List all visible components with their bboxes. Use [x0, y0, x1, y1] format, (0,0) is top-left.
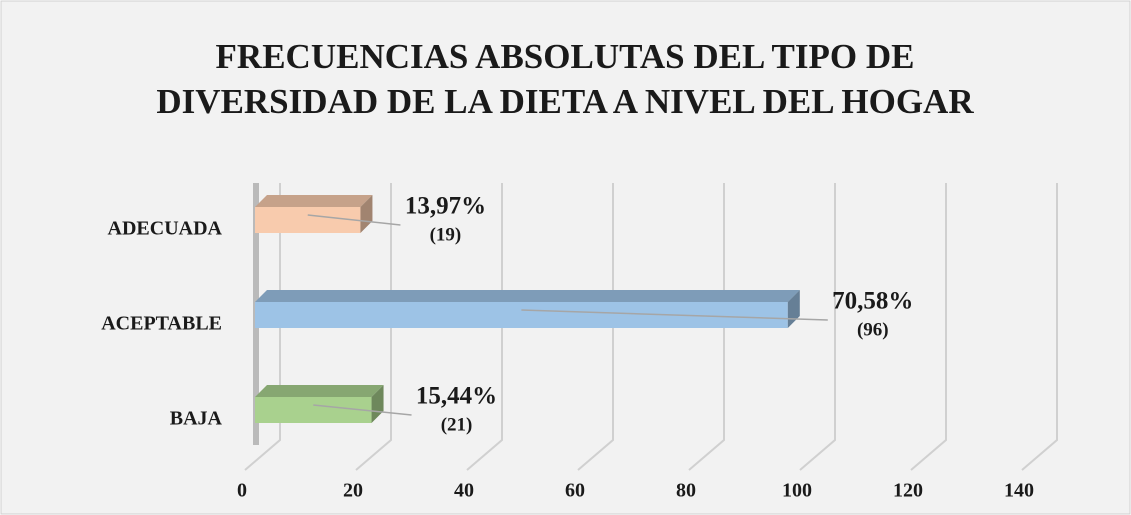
chart-title: FRECUENCIAS ABSOLUTAS DEL TIPO DE DIVERSI… [156, 37, 974, 121]
y-tick-label: BAJA [170, 408, 223, 430]
grid-line [1021, 183, 1058, 471]
leader-line [313, 404, 412, 416]
x-tick-label: 140 [1004, 480, 1034, 502]
y-tick-label: ADECUADA [108, 218, 223, 240]
grid-line [577, 183, 614, 471]
leader-line [307, 214, 401, 226]
bar [255, 207, 361, 233]
grid-line [466, 183, 503, 471]
x-tick-label: 40 [454, 480, 474, 502]
x-tick-label: 80 [676, 480, 696, 502]
data-label-percent: 13,97% [405, 193, 486, 220]
grid-line [799, 183, 836, 471]
grid-line [910, 183, 947, 471]
x-tick-label: 0 [237, 480, 247, 502]
data-label: (21) [441, 414, 473, 435]
bar-side [360, 195, 373, 233]
bar-top [255, 290, 800, 302]
y-tick-label: ACEPTABLE [101, 313, 222, 335]
x-tick-label: 20 [343, 480, 363, 502]
bar-top [255, 385, 384, 397]
bar [255, 397, 372, 423]
bar-top [255, 195, 373, 207]
x-tick-label: 100 [782, 480, 812, 502]
x-tick-label: 120 [893, 480, 923, 502]
bar [255, 302, 788, 328]
grid-line [244, 183, 281, 471]
grid-line [688, 183, 725, 471]
x-tick-label: 60 [565, 480, 585, 502]
data-label: (96) [857, 319, 889, 340]
bar-side [371, 385, 384, 423]
leader-line [521, 309, 828, 321]
grid-line [355, 183, 392, 471]
data-label-percent: 70,58% [832, 288, 913, 315]
data-label: (19) [430, 224, 462, 245]
data-label-percent: 15,44% [416, 383, 497, 410]
